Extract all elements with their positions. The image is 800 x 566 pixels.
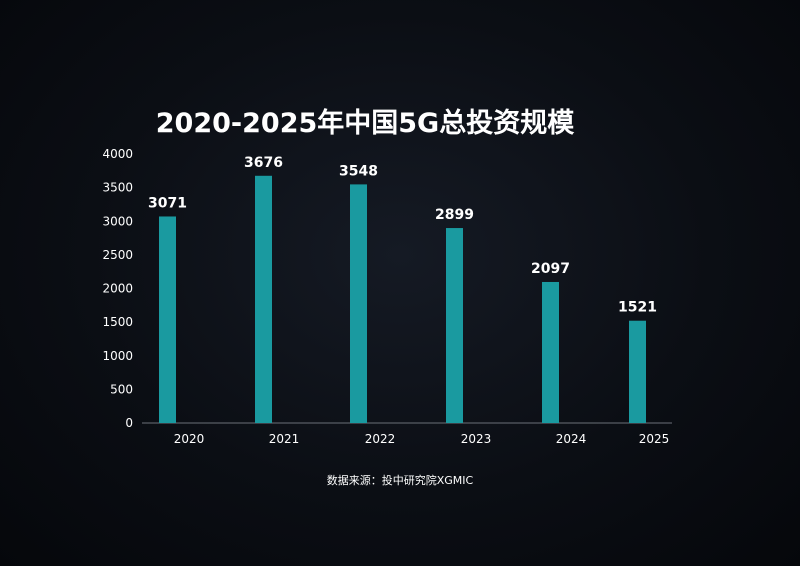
- bar-2023: [446, 228, 463, 423]
- x-tick-label-2020: 2020: [174, 432, 205, 446]
- data-label-2021: 3676: [244, 155, 283, 171]
- data-label-2024: 2097: [531, 261, 570, 277]
- bar-2025: [629, 320, 646, 423]
- data-label-2023: 2899: [435, 207, 474, 223]
- x-tick-label-2024: 2024: [556, 432, 587, 446]
- x-tick-label-2025: 2025: [639, 432, 670, 446]
- x-tick-label-2022: 2022: [365, 432, 396, 446]
- x-tick-label-2023: 2023: [461, 432, 492, 446]
- chart-title: 2020-2025年中国5G总投资规模: [156, 107, 574, 139]
- axis-layer: 0 500 1000 1500 2000 2500 3000 3500 4000: [102, 147, 672, 430]
- y-tick-label: 0: [125, 416, 133, 430]
- bar-2021: [255, 175, 272, 423]
- y-tick-label: 2000: [102, 282, 133, 296]
- y-tick-label: 3500: [102, 181, 133, 195]
- bar-layer: [159, 175, 646, 423]
- y-tick-label: 1500: [102, 315, 133, 329]
- x-tick-label-2021: 2021: [269, 432, 300, 446]
- y-tick-label: 3000: [102, 214, 133, 228]
- label-layer: 3071 2020 3676 2021 3548 2022 2899 2023 2097 2024…: [148, 155, 669, 446]
- bar-2020: [159, 216, 176, 423]
- y-tick-label: 2500: [102, 248, 133, 262]
- bar-2022: [350, 184, 367, 423]
- data-label-2025: 1521: [618, 300, 657, 316]
- y-tick-label: 500: [110, 382, 133, 396]
- y-tick-label: 4000: [102, 147, 133, 161]
- data-label-2020: 3071: [148, 195, 187, 211]
- bar-2024: [542, 281, 559, 423]
- source-note: 数据来源：投中研究院XGMIC: [326, 474, 474, 487]
- y-tick-label: 1000: [102, 349, 133, 363]
- data-label-2022: 3548: [339, 163, 378, 179]
